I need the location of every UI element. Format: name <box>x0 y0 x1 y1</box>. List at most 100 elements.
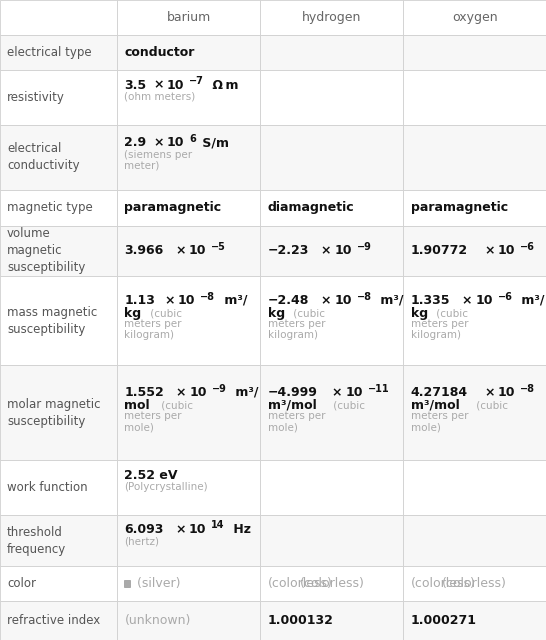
Bar <box>0 601 117 640</box>
Bar <box>403 225 546 276</box>
Bar <box>403 601 546 640</box>
Text: kg: kg <box>124 307 141 320</box>
Text: ×: × <box>164 294 175 307</box>
Bar <box>117 566 260 601</box>
Text: 14: 14 <box>211 520 225 531</box>
Text: 10: 10 <box>498 386 515 399</box>
Bar <box>124 580 130 587</box>
Text: m³/: m³/ <box>231 386 259 399</box>
Bar <box>0 125 117 190</box>
Text: magnetic type: magnetic type <box>7 202 93 214</box>
Text: 10: 10 <box>335 294 352 307</box>
Text: 10: 10 <box>167 79 184 92</box>
Text: mole): mole) <box>268 422 298 433</box>
Text: ×: × <box>176 386 186 399</box>
Text: meter): meter) <box>124 161 160 171</box>
Text: 3.5: 3.5 <box>124 79 147 92</box>
Text: (cubic: (cubic <box>330 401 365 410</box>
Text: kilogram): kilogram) <box>124 330 175 340</box>
Bar <box>260 0 403 35</box>
Text: meters per: meters per <box>268 319 325 330</box>
Text: mass magnetic
susceptibility: mass magnetic susceptibility <box>7 305 97 335</box>
Bar <box>0 190 117 225</box>
Text: conductor: conductor <box>124 46 195 59</box>
Text: 1.000271: 1.000271 <box>411 614 477 627</box>
Bar <box>0 515 117 566</box>
Text: barium: barium <box>167 11 211 24</box>
Bar <box>260 70 403 125</box>
Text: meters per: meters per <box>411 412 468 422</box>
Text: (cubic: (cubic <box>158 401 193 410</box>
Text: 3.966: 3.966 <box>124 244 164 257</box>
Text: threshold
frequency: threshold frequency <box>7 525 67 556</box>
Text: 2.52 eV: 2.52 eV <box>124 469 178 483</box>
Text: 10: 10 <box>475 294 492 307</box>
Text: (cubic: (cubic <box>432 308 468 319</box>
Text: mole): mole) <box>124 422 155 433</box>
Text: kg: kg <box>411 307 428 320</box>
Bar <box>403 70 546 125</box>
Text: 10: 10 <box>167 136 184 150</box>
Text: 4.27184: 4.27184 <box>411 386 468 399</box>
Text: −9: −9 <box>357 242 372 252</box>
Text: ×: × <box>153 136 164 150</box>
Text: work function: work function <box>7 481 88 494</box>
Text: 1.13: 1.13 <box>124 294 156 307</box>
Text: hydrogen: hydrogen <box>302 11 361 24</box>
Text: refractive index: refractive index <box>7 614 100 627</box>
Text: 1.000132: 1.000132 <box>268 614 334 627</box>
Text: (colorless): (colorless) <box>268 577 333 590</box>
Text: −6: −6 <box>498 292 513 301</box>
Bar <box>260 460 403 515</box>
Bar <box>403 190 546 225</box>
Text: ×: × <box>321 294 331 307</box>
Bar <box>403 0 546 35</box>
Text: 10: 10 <box>189 244 206 257</box>
Text: 1.552: 1.552 <box>124 386 164 399</box>
Bar <box>117 70 260 125</box>
Text: ×: × <box>175 523 186 536</box>
Bar <box>117 0 260 35</box>
Text: −2.48: −2.48 <box>268 294 309 307</box>
Text: ×: × <box>332 386 342 399</box>
Text: (unknown): (unknown) <box>124 614 191 627</box>
Text: color: color <box>7 577 36 590</box>
Bar <box>260 225 403 276</box>
Text: −5: −5 <box>211 242 226 252</box>
Bar <box>260 601 403 640</box>
Text: 6: 6 <box>189 134 196 144</box>
Bar <box>260 566 403 601</box>
Text: (cubic: (cubic <box>473 401 508 410</box>
Text: 10: 10 <box>178 294 195 307</box>
Bar <box>117 276 260 365</box>
Text: m³/: m³/ <box>376 294 404 307</box>
Text: paramagnetic: paramagnetic <box>124 202 222 214</box>
Bar <box>260 566 403 601</box>
Text: (ohm meters): (ohm meters) <box>124 92 195 102</box>
Text: 10: 10 <box>189 386 207 399</box>
Text: (cubic: (cubic <box>146 308 182 319</box>
Text: electrical type: electrical type <box>7 46 92 59</box>
Bar <box>260 35 403 70</box>
Bar <box>0 276 117 365</box>
Text: (colorless): (colorless) <box>300 577 364 590</box>
Text: (hertz): (hertz) <box>124 536 159 546</box>
Bar <box>260 365 403 460</box>
Text: −2.23: −2.23 <box>268 244 309 257</box>
Text: electrical
conductivity: electrical conductivity <box>7 143 80 172</box>
Bar <box>0 0 117 35</box>
Text: meters per: meters per <box>124 412 182 422</box>
Text: −11: −11 <box>368 383 390 394</box>
Text: (cubic: (cubic <box>289 308 325 319</box>
Text: 10: 10 <box>335 244 352 257</box>
Bar <box>260 125 403 190</box>
Bar <box>117 365 260 460</box>
Text: ×: × <box>321 244 331 257</box>
Text: 6.093: 6.093 <box>124 523 164 536</box>
Text: meters per: meters per <box>411 319 468 330</box>
Bar <box>403 125 546 190</box>
Text: −9: −9 <box>212 383 227 394</box>
Bar <box>117 601 260 640</box>
Text: ×: × <box>484 386 495 399</box>
Text: m³/mol: m³/mol <box>268 399 316 412</box>
